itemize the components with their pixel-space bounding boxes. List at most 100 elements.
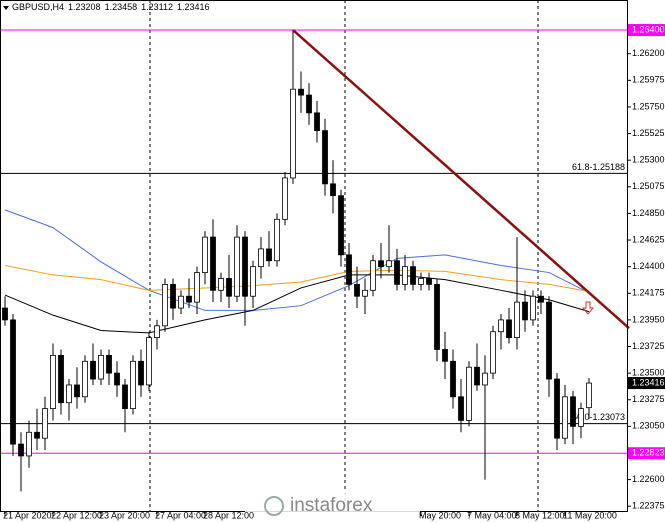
candle-body xyxy=(490,331,496,374)
candle-body xyxy=(170,283,176,309)
candle-body xyxy=(202,236,208,273)
candle-body xyxy=(474,366,480,386)
candle-body xyxy=(418,278,424,285)
y-tick-label: 1.25750 xyxy=(632,101,665,111)
x-tick-label: 8 May 12:00 xyxy=(515,510,565,520)
price-label: 1.26400 xyxy=(632,24,665,34)
candle-body xyxy=(458,396,464,421)
candle-body xyxy=(58,354,64,404)
price-label: 1.22823 xyxy=(632,448,665,458)
candle-body xyxy=(530,295,536,321)
trendline xyxy=(292,29,630,330)
candle-body xyxy=(570,396,576,427)
candle-body xyxy=(306,94,312,114)
candle-body xyxy=(578,408,584,427)
candle-body xyxy=(218,278,224,291)
candle-body xyxy=(498,319,504,333)
candle-body xyxy=(18,443,24,457)
level-label: 50.0-1.23073 xyxy=(572,412,625,422)
x-tick-label: 27 Apr 04:00 xyxy=(155,510,206,520)
y-tick-label: 1.25525 xyxy=(632,128,665,138)
candle-body xyxy=(402,266,408,285)
watermark: instaforex xyxy=(290,495,373,516)
level-label: 61.8-1.25188 xyxy=(572,162,625,172)
header: GBPUSD,H4 1.23208 1.23458 1.23112 1.23416 xyxy=(12,2,210,12)
y-tick-label: 1.25975 xyxy=(632,75,665,85)
candle-body xyxy=(90,360,96,380)
candle-body xyxy=(394,260,400,285)
moving-average xyxy=(4,264,590,292)
candle-body xyxy=(154,325,160,339)
y-tick-label: 1.23725 xyxy=(632,341,665,351)
candle-body xyxy=(130,360,136,410)
y-tick-label: 1.23050 xyxy=(632,421,665,431)
menu-arrow xyxy=(3,6,9,10)
candle-body xyxy=(410,266,416,285)
candle-body xyxy=(74,384,80,398)
candle-body xyxy=(282,177,288,220)
y-tick-label: 1.24175 xyxy=(632,288,665,298)
candle-body xyxy=(2,307,8,321)
y-tick-label: 1.25300 xyxy=(632,155,665,165)
candle-body xyxy=(386,260,392,268)
candle-body xyxy=(338,195,344,256)
header-item: 1.23458 xyxy=(105,2,138,12)
candle-body xyxy=(554,378,560,439)
y-tick-label: 1.23950 xyxy=(632,314,665,324)
candle-body xyxy=(226,278,232,297)
x-tick-label: 23 Apr 20:00 xyxy=(99,510,150,520)
x-tick-label: 22 Apr 12:00 xyxy=(51,510,102,520)
y-tick-label: 1.24625 xyxy=(632,234,665,244)
candle-body xyxy=(514,301,520,339)
y-tick-label: 1.26200 xyxy=(632,48,665,58)
y-tick-label: 1.23275 xyxy=(632,394,665,404)
x-tick-label: 11 May 20:00 xyxy=(563,510,617,520)
candle-body xyxy=(298,88,304,96)
plot: 61.8-1.25188 50.0-1.23073 xyxy=(0,29,630,492)
x-tick-label: May 20:00 xyxy=(419,510,461,520)
candle-body xyxy=(314,112,320,132)
sell-arrow xyxy=(581,301,595,315)
candle-body xyxy=(482,372,488,386)
y-tick-label: 1.22600 xyxy=(632,474,665,484)
candle-body xyxy=(562,396,568,439)
candle-body xyxy=(258,248,264,268)
x-tick-label: 7 May 04:00 xyxy=(467,510,517,520)
candle-body xyxy=(378,260,384,268)
candle-body xyxy=(42,408,48,439)
candle-body xyxy=(442,349,448,362)
candle-body xyxy=(274,218,280,262)
header-item: 1.23112 xyxy=(141,2,173,12)
candle-body xyxy=(290,88,296,179)
candle-body xyxy=(434,283,440,350)
candle-body xyxy=(362,289,368,297)
candle-body xyxy=(538,295,544,303)
moving-average xyxy=(4,209,590,311)
candle-body xyxy=(122,384,128,410)
candle-body xyxy=(210,236,216,291)
candle-body xyxy=(506,319,512,339)
candle-body xyxy=(450,360,456,398)
candle-body xyxy=(370,260,376,291)
current-price-label: 1.23416 xyxy=(632,377,665,387)
y-tick-label: 1.23500 xyxy=(632,367,665,377)
x-tick-label: 28 Apr 12:00 xyxy=(203,510,254,520)
moving-average xyxy=(4,274,590,334)
candle-body xyxy=(138,360,144,386)
candle-body xyxy=(146,337,152,386)
y-tick-label: 1.24850 xyxy=(632,208,665,218)
candle-body xyxy=(98,354,104,380)
header-item: GBPUSD,H4 xyxy=(12,2,64,12)
candle-body xyxy=(66,384,72,404)
candle-body xyxy=(186,295,192,303)
x-tick-label: 21 Apr 2020 xyxy=(3,510,52,520)
candle-body xyxy=(586,382,592,409)
y-tick-label: 1.24400 xyxy=(632,261,665,271)
candle-body xyxy=(522,301,528,321)
candle-body xyxy=(426,278,432,285)
candle-body xyxy=(10,319,16,445)
candle-body xyxy=(234,236,240,297)
candle-body xyxy=(26,431,32,457)
candle-body xyxy=(114,372,120,386)
candle-body xyxy=(178,295,184,309)
